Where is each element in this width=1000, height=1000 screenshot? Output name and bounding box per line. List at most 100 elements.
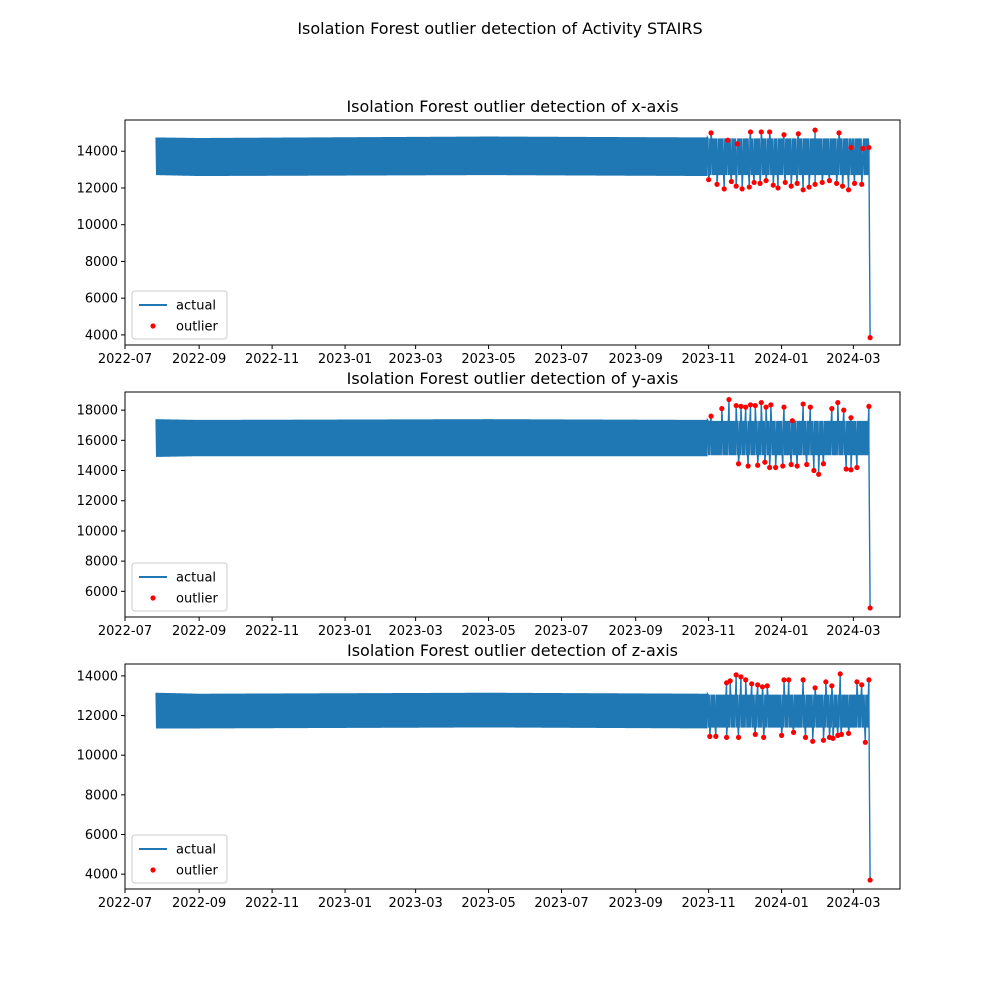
outlier-point [788,461,794,468]
y-tick-label: 18000 [77,404,118,419]
outlier-point [851,180,858,186]
outlier-point [755,462,761,468]
outlier-point [802,734,809,740]
outlier-point [786,677,792,683]
outlier-point [807,404,813,410]
outlier-point [763,178,769,184]
x-tick-label: 2023-07 [534,624,588,639]
x-tick-label: 2024-03 [826,896,880,911]
outlier-point [867,335,873,341]
subplot-title: Isolation Forest outlier detection of x-… [346,97,678,116]
legend-box [131,562,228,612]
figure-title: Isolation Forest outlier detection of Ac… [297,19,702,38]
outlier-point [707,733,713,739]
outlier-point [728,178,734,185]
legend-label-actual: actual [176,299,216,314]
x-tick-label: 2023-03 [388,896,442,911]
subplot-title: Isolation Forest outlier detection of z-… [347,641,678,660]
outlier-point [726,396,732,403]
outlier-point [836,130,842,136]
outlier-point [747,129,754,135]
x-tick-label: 2023-09 [609,896,663,911]
y-tick-label: 8000 [85,255,118,270]
y-tick-label: 4000 [85,328,118,343]
outlier-point [854,464,860,471]
x-tick-label: 2022-07 [98,352,152,367]
outlier-point [866,677,872,683]
outlier-point [816,471,822,477]
legend-point-swatch [150,323,156,329]
outlier-point [830,735,836,741]
outlier-point [848,467,854,473]
outlier-point [727,678,733,684]
outlier-point [743,404,749,410]
outlier-point [834,180,840,186]
outlier-point [764,683,770,689]
subplot-title: Isolation Forest outlier detection of y-… [347,369,679,388]
actual-series-line [155,399,871,608]
x-tick-label: 2022-11 [245,352,299,367]
y-tick-label: 14000 [77,145,118,160]
outlier-point [758,129,764,135]
outlier-point [763,404,769,410]
outlier-point [794,180,800,186]
outlier-point [790,729,797,735]
outlier-point [806,184,812,190]
x-tick-label: 2022-11 [245,624,299,639]
x-tick-label: 2023-01 [318,352,372,367]
x-tick-label: 2024-01 [754,624,808,639]
outlier-point [845,187,852,193]
x-tick-label: 2023-09 [609,624,663,639]
outlier-point [767,129,773,135]
subplot-x: Isolation Forest outlier detection of x-… [77,97,901,367]
x-tick-label: 2023-03 [388,624,442,639]
outlier-point [723,734,730,740]
outlier-point [826,178,833,184]
outlier-point [867,877,873,883]
y-tick-label: 12000 [77,181,118,196]
x-tick-label: 2023-11 [681,352,735,367]
x-tick-label: 2022-09 [172,624,226,639]
outlier-point [782,179,788,186]
y-tick-label: 8000 [85,788,118,803]
outlier-point [749,681,755,687]
outlier-point [841,407,847,413]
y-tick-label: 8000 [85,555,118,570]
x-tick-label: 2023-11 [681,624,735,639]
outlier-point [735,461,742,467]
outlier-point [752,402,758,409]
outlier-point [781,132,787,138]
y-tick-label: 14000 [77,464,118,479]
legend-box [131,290,228,340]
outlier-point [845,730,852,736]
outlier-point [795,131,801,137]
outlier-point [780,463,786,469]
legend-label-outlier: outlier [176,592,219,607]
x-tick-label: 2023-07 [534,896,588,911]
outlier-point [866,144,872,151]
y-tick-label: 4000 [85,868,118,883]
outlier-point [781,404,787,410]
subplot-z: Isolation Forest outlier detection of z-… [77,641,901,911]
x-tick-label: 2023-11 [681,896,735,911]
outlier-point [838,731,845,737]
plot-frame [124,119,901,346]
outlier-point [739,186,745,192]
legend-label-actual: actual [176,843,216,858]
legend: actual outlier [131,834,228,884]
outlier-point [706,177,712,183]
x-tick-label: 2023-05 [461,352,515,367]
outlier-point [755,682,761,688]
outlier-point [738,674,744,680]
x-tick-label: 2023-07 [534,352,588,367]
outlier-point [719,406,725,412]
outlier-point [751,179,757,186]
legend-label-outlier: outlier [176,864,219,879]
outlier-point [862,739,868,745]
y-tick-label: 10000 [77,218,118,233]
y-tick-label: 14000 [77,669,118,684]
actual-series-line [155,130,871,338]
outlier-point [747,402,754,408]
outlier-point [810,738,816,744]
outlier-point [781,677,787,683]
